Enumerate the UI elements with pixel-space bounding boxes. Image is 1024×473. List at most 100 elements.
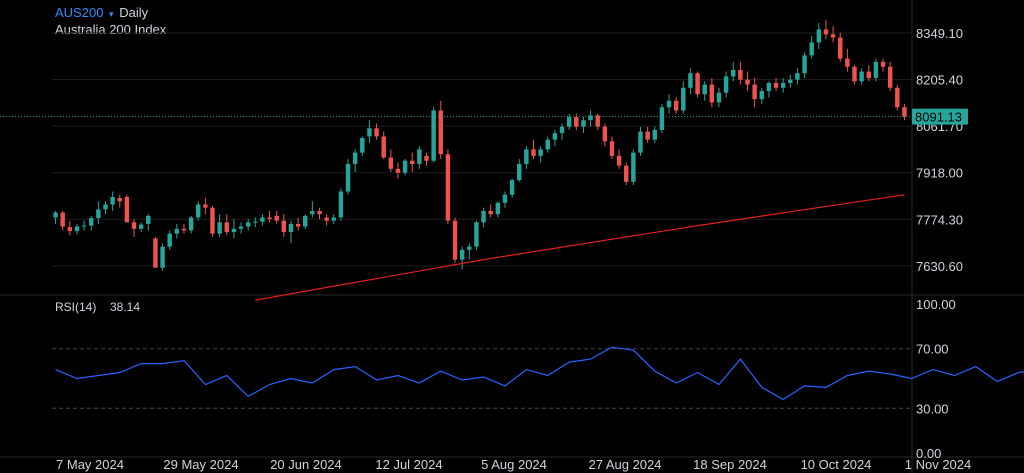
candle-body [873, 61, 879, 79]
candle-body [260, 217, 265, 222]
candle-body [738, 69, 743, 80]
price-tick-label: 7774.30 [916, 212, 963, 227]
time-tick-label: 1 Nov 2024 [905, 457, 972, 472]
candle-body [481, 210, 486, 223]
candle-body [588, 115, 593, 121]
candle-body [731, 69, 736, 77]
candle-body [81, 225, 87, 227]
candle-body [638, 131, 643, 153]
candle-body [431, 110, 436, 161]
candle-body [160, 246, 165, 268]
candle-body [509, 180, 515, 195]
candle-body [788, 79, 793, 83]
candle-body [153, 238, 158, 268]
candle-body [795, 73, 800, 80]
candle-body [146, 215, 151, 224]
candle-body [488, 210, 493, 215]
candle-body [688, 73, 693, 88]
candle-body [709, 84, 715, 103]
candle-body [866, 71, 871, 79]
candle-body [267, 217, 272, 220]
candle-body [566, 116, 572, 127]
candle-body [502, 194, 508, 203]
candle-body [616, 155, 622, 166]
candle-body [524, 149, 529, 164]
time-tick-label: 29 May 2024 [163, 457, 238, 472]
candle-body [367, 128, 372, 137]
candle-body [759, 91, 764, 100]
rsi-tick-label: 30.00 [916, 401, 949, 416]
candle-body [281, 220, 287, 233]
candle-body [802, 55, 807, 74]
candle-body [666, 100, 672, 108]
candle-body [695, 73, 700, 95]
candle-body [117, 198, 122, 202]
candle-body [609, 141, 615, 156]
candle-body [317, 210, 322, 215]
candle-body [780, 82, 786, 88]
rsi-tick-label: 0.00 [916, 446, 941, 461]
candle-body [745, 79, 750, 85]
price-tick-label: 7630.60 [916, 259, 963, 274]
candle-body [210, 207, 215, 234]
candle-body [295, 223, 301, 227]
candle-body [89, 218, 94, 226]
candle-body [331, 217, 336, 221]
candle-body [574, 116, 579, 127]
candle-body [545, 139, 550, 150]
candle-body [887, 66, 893, 88]
candle-body [495, 202, 501, 215]
candle-body [53, 212, 58, 218]
rsi-value: 38.14 [110, 300, 141, 314]
time-tick-label: 18 Sep 2024 [693, 457, 767, 472]
interval-label[interactable]: Daily [119, 5, 149, 20]
candle-body [517, 163, 522, 181]
candle-body [752, 84, 757, 100]
candle-body [467, 246, 472, 250]
candle-body [438, 110, 443, 155]
candle-body [830, 34, 836, 38]
rsi-line [55, 346, 1024, 401]
candle-body [773, 82, 779, 88]
candle-body [274, 215, 279, 221]
candle-body [531, 149, 536, 156]
candle-body [310, 210, 315, 215]
time-tick-label: 27 Aug 2024 [588, 457, 661, 472]
candle-body [809, 42, 814, 56]
rsi-label: RSI(14) [55, 300, 97, 314]
candle-body [581, 120, 586, 127]
candle-body [138, 224, 144, 229]
candle-body [702, 84, 707, 95]
candle-body [217, 222, 222, 234]
caret-down-icon[interactable]: ▾ [109, 9, 114, 19]
price-tick-label: 8349.10 [916, 26, 963, 41]
candle-body [538, 149, 543, 156]
candle-body [352, 152, 358, 164]
candle-body [288, 223, 294, 233]
candle-body [659, 107, 665, 130]
candle-body [823, 29, 829, 35]
candle-body [645, 131, 650, 140]
candle-body [624, 165, 629, 182]
price-tick-label: 8205.40 [916, 73, 963, 88]
candle-body [388, 157, 394, 169]
candle-body [559, 126, 565, 134]
candle-body [424, 155, 429, 161]
candle-body [673, 100, 679, 111]
symbol-label[interactable]: AUS200 [55, 5, 104, 20]
candle-body [852, 66, 857, 82]
rsi-tick-label: 100.00 [916, 297, 956, 312]
candle-body [602, 126, 608, 142]
candle-body [716, 92, 722, 103]
moving-average-line [255, 194, 905, 301]
time-tick-label: 5 Aug 2024 [481, 457, 547, 472]
candle-body [880, 61, 886, 67]
candle-body [131, 222, 137, 229]
candle-body [67, 227, 73, 232]
candle-body [631, 152, 636, 182]
candle-body [231, 228, 237, 233]
candle-body [859, 71, 864, 82]
candle-body [196, 204, 201, 218]
candle-body [838, 37, 843, 59]
